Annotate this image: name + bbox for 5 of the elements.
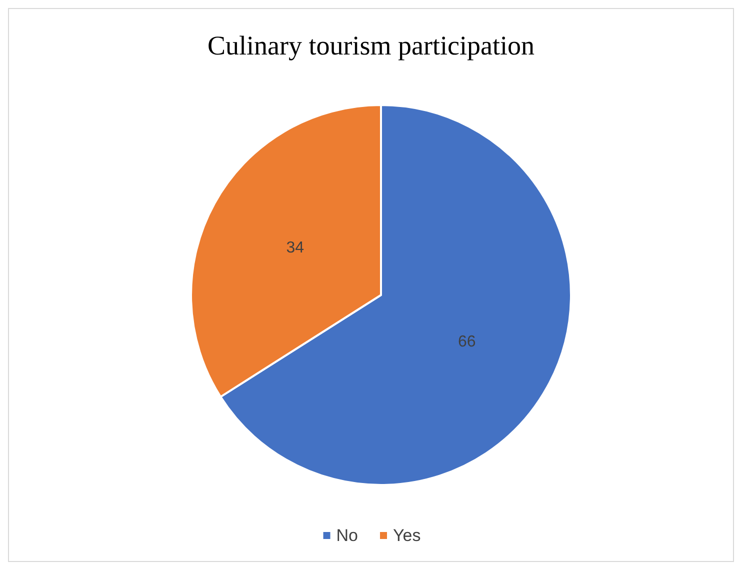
- data-label: 34: [286, 239, 304, 256]
- legend-label: No: [336, 526, 358, 545]
- chart-title: Culinary tourism participation: [208, 30, 535, 60]
- data-label: 66: [458, 334, 476, 351]
- legend-label: Yes: [393, 526, 421, 545]
